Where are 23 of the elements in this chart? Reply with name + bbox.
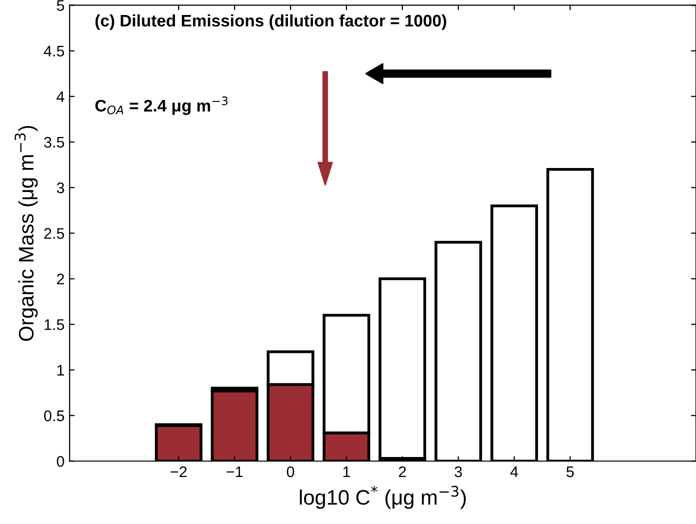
x-tick-label: 5 xyxy=(566,466,574,478)
x-tick-label: 1 xyxy=(343,466,350,478)
x-tick-label: −1 xyxy=(226,466,243,478)
x-tick-label: 0 xyxy=(286,466,294,478)
y-tick-label: 3.5 xyxy=(44,136,64,148)
x-tick-label: 3 xyxy=(454,466,462,478)
x-tick-label: 2 xyxy=(398,466,406,478)
y-tick-label: 1.5 xyxy=(44,319,64,330)
x-tick-label: 4 xyxy=(510,466,518,478)
y-tick-label: 0.5 xyxy=(44,410,64,422)
annotation: (c) Diluted Emissions (dilution factor = 1000) xyxy=(95,14,446,30)
annotation: C$_{OA}$ = 2.4 μg m$^{−3}$ xyxy=(95,96,228,115)
y-tick-label: 2.5 xyxy=(44,228,64,239)
y-tick-label: 0 xyxy=(56,456,64,467)
y-tick-label: 5 xyxy=(56,0,64,11)
x-tick-label: −2 xyxy=(170,466,187,478)
y-tick-label: 1 xyxy=(57,364,64,376)
y-tick-label: 4 xyxy=(56,91,64,102)
y-tick-label: 3 xyxy=(56,182,64,194)
x-axis-title: log10 C$^{*}$ (μg m$^{−3}$) xyxy=(300,486,466,509)
y-axis-title: Organic Mass (μg m$^{−3}$) xyxy=(14,126,38,341)
y-tick-label: 4.5 xyxy=(44,46,64,57)
y-tick-label: 2 xyxy=(57,274,64,284)
